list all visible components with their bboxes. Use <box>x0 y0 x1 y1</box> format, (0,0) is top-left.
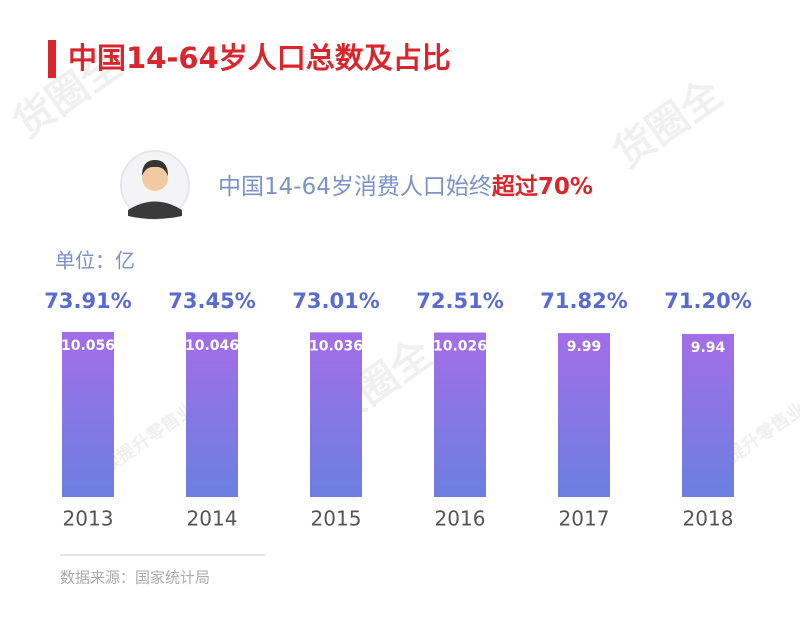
bar <box>558 333 610 497</box>
watermark: 货圈全 <box>606 70 732 177</box>
subtitle: 中国14-64岁消费人口始终超过70% <box>218 174 593 200</box>
value-label: 10.036 <box>309 338 363 354</box>
x-tick-label: 2018 <box>683 507 734 531</box>
avatar <box>120 150 190 220</box>
x-tick-label: 2015 <box>311 507 362 531</box>
x-tick-label: 2014 <box>187 507 238 531</box>
subtitle-text: 中国14-64岁消费人口始终 <box>218 174 492 200</box>
chart-title: 中国14-64岁人口总数及占比 <box>68 41 451 75</box>
x-tick-label: 2013 <box>63 507 114 531</box>
share-label: 72.51% <box>416 289 503 313</box>
value-label: 9.99 <box>567 339 602 355</box>
subtitle-highlight: 超过70% <box>492 174 593 200</box>
bar <box>682 333 734 497</box>
bar <box>62 332 114 497</box>
value-label: 10.046 <box>185 338 239 354</box>
bar <box>434 332 486 497</box>
x-tick-label: 2016 <box>435 507 486 531</box>
value-label: 9.94 <box>691 340 726 356</box>
share-label: 71.20% <box>664 289 751 313</box>
x-tick-label: 2017 <box>559 507 610 531</box>
bar <box>310 332 362 497</box>
share-label: 73.91% <box>44 289 131 313</box>
value-label: 10.026 <box>433 338 487 354</box>
share-label: 73.45% <box>168 289 255 313</box>
bar <box>186 332 238 497</box>
value-label: 10.056 <box>61 338 115 354</box>
unit-label: 单位：亿 <box>55 249 135 273</box>
share-label: 73.01% <box>292 289 379 313</box>
source: 数据来源：国家统计局 <box>60 569 210 587</box>
share-label: 71.82% <box>540 289 627 313</box>
title-marker <box>48 40 56 78</box>
